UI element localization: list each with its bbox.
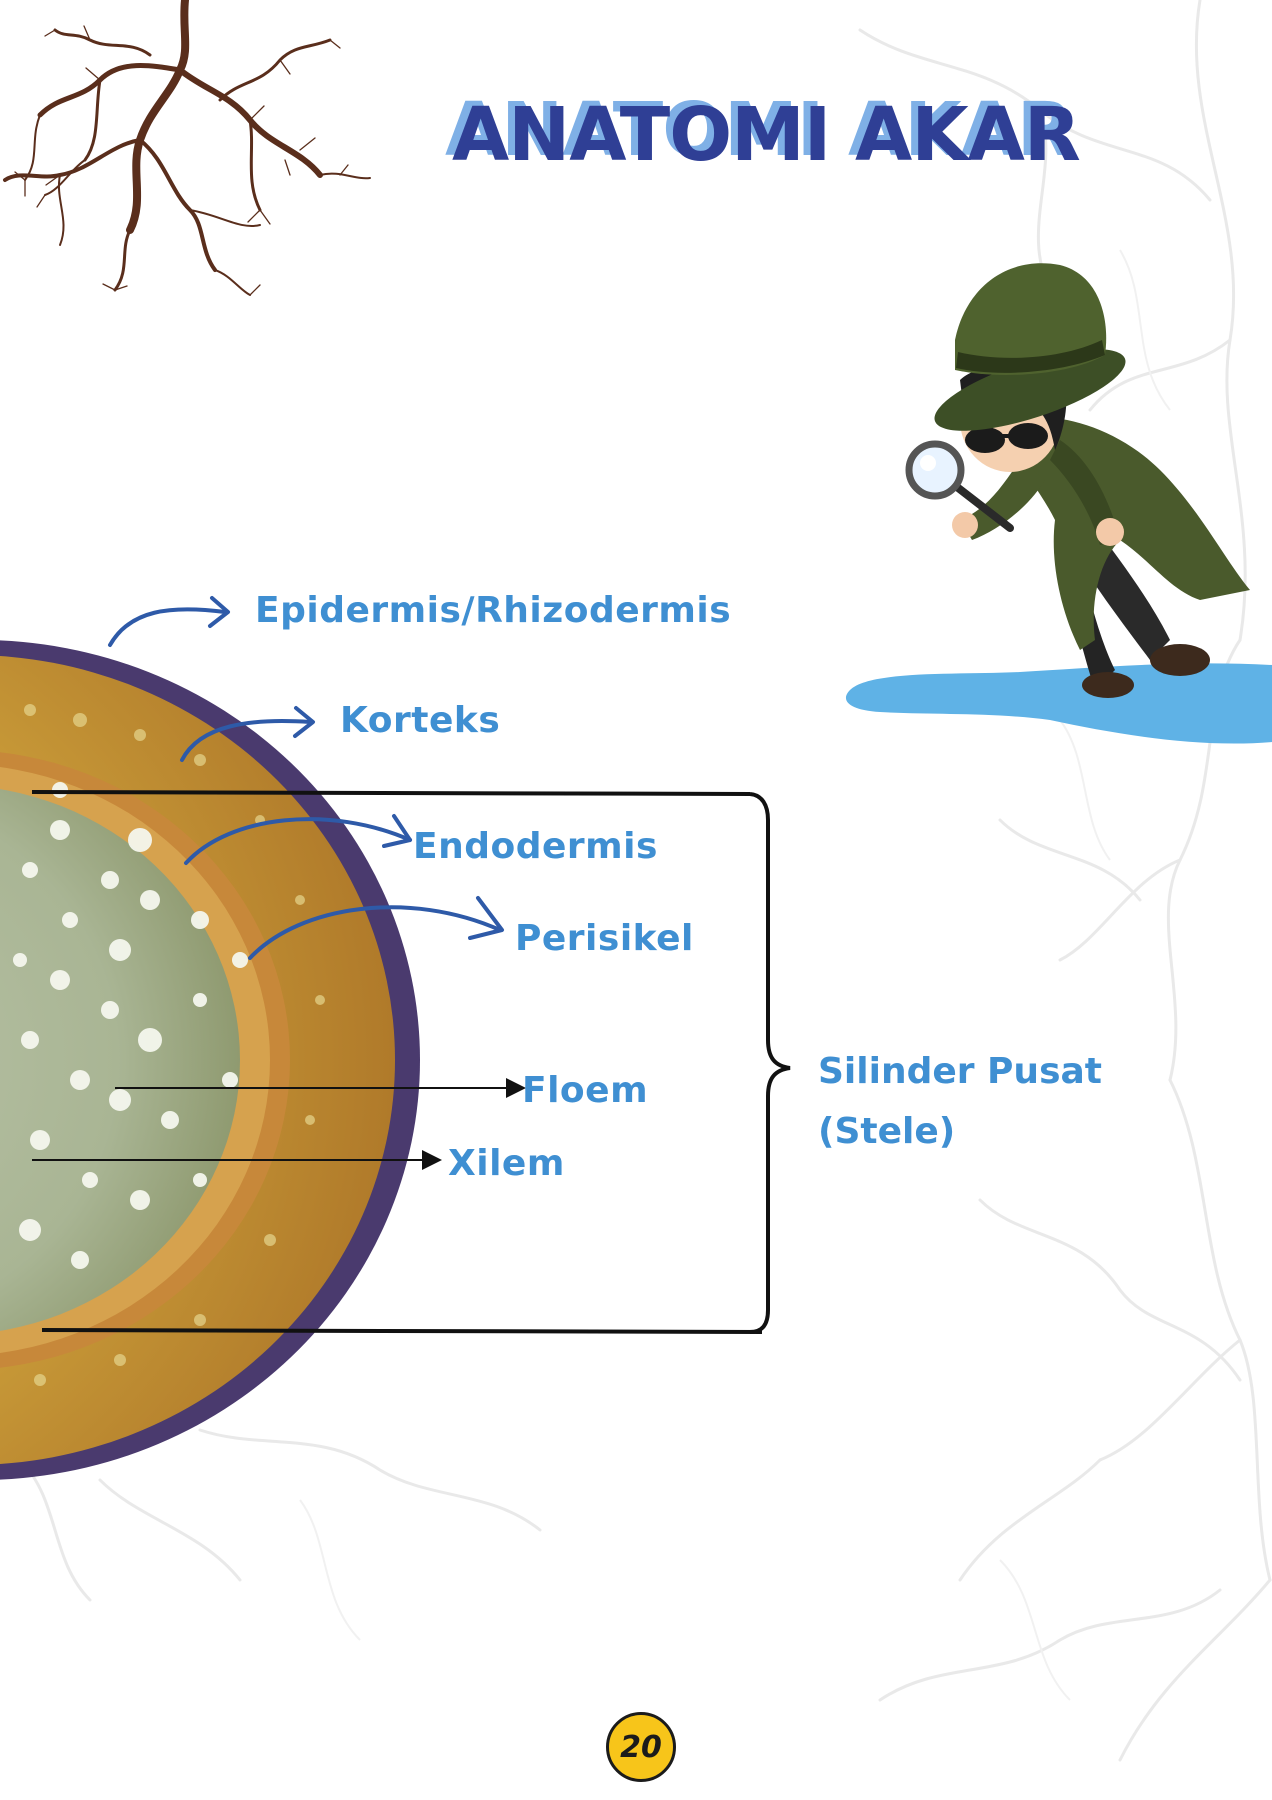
- perisikel-arrow: [248, 905, 502, 960]
- label-stele: Silinder Pusat (Stele): [818, 1042, 1102, 1162]
- root-icon: [3, 0, 371, 296]
- stele-line-2: (Stele): [818, 1111, 956, 1152]
- label-floem: Floem: [522, 1070, 649, 1111]
- label-xilem: Xilem: [448, 1143, 565, 1184]
- label-perisikel: Perisikel: [515, 918, 694, 959]
- stele-line-1: Silinder Pusat: [818, 1051, 1102, 1092]
- korteks-arrow: [180, 718, 312, 762]
- endodermis-arrow: [184, 817, 412, 865]
- label-korteks: Korteks: [340, 700, 501, 741]
- page-number-badge: 20: [606, 1712, 676, 1782]
- detective-icon: [845, 263, 1272, 744]
- epidermis-arrow: [108, 607, 227, 647]
- label-endodermis: Endodermis: [413, 826, 658, 867]
- page-number: 20: [620, 1729, 662, 1765]
- magnifying-glass-icon: [905, 440, 965, 500]
- page-title: ANATOMI AKAR: [452, 92, 1081, 178]
- stele-bracket: [749, 792, 791, 1334]
- stele-bottom-line: [41, 1328, 763, 1334]
- label-epidermis: Epidermis/Rhizodermis: [255, 590, 732, 631]
- stele-top-line: [31, 790, 751, 796]
